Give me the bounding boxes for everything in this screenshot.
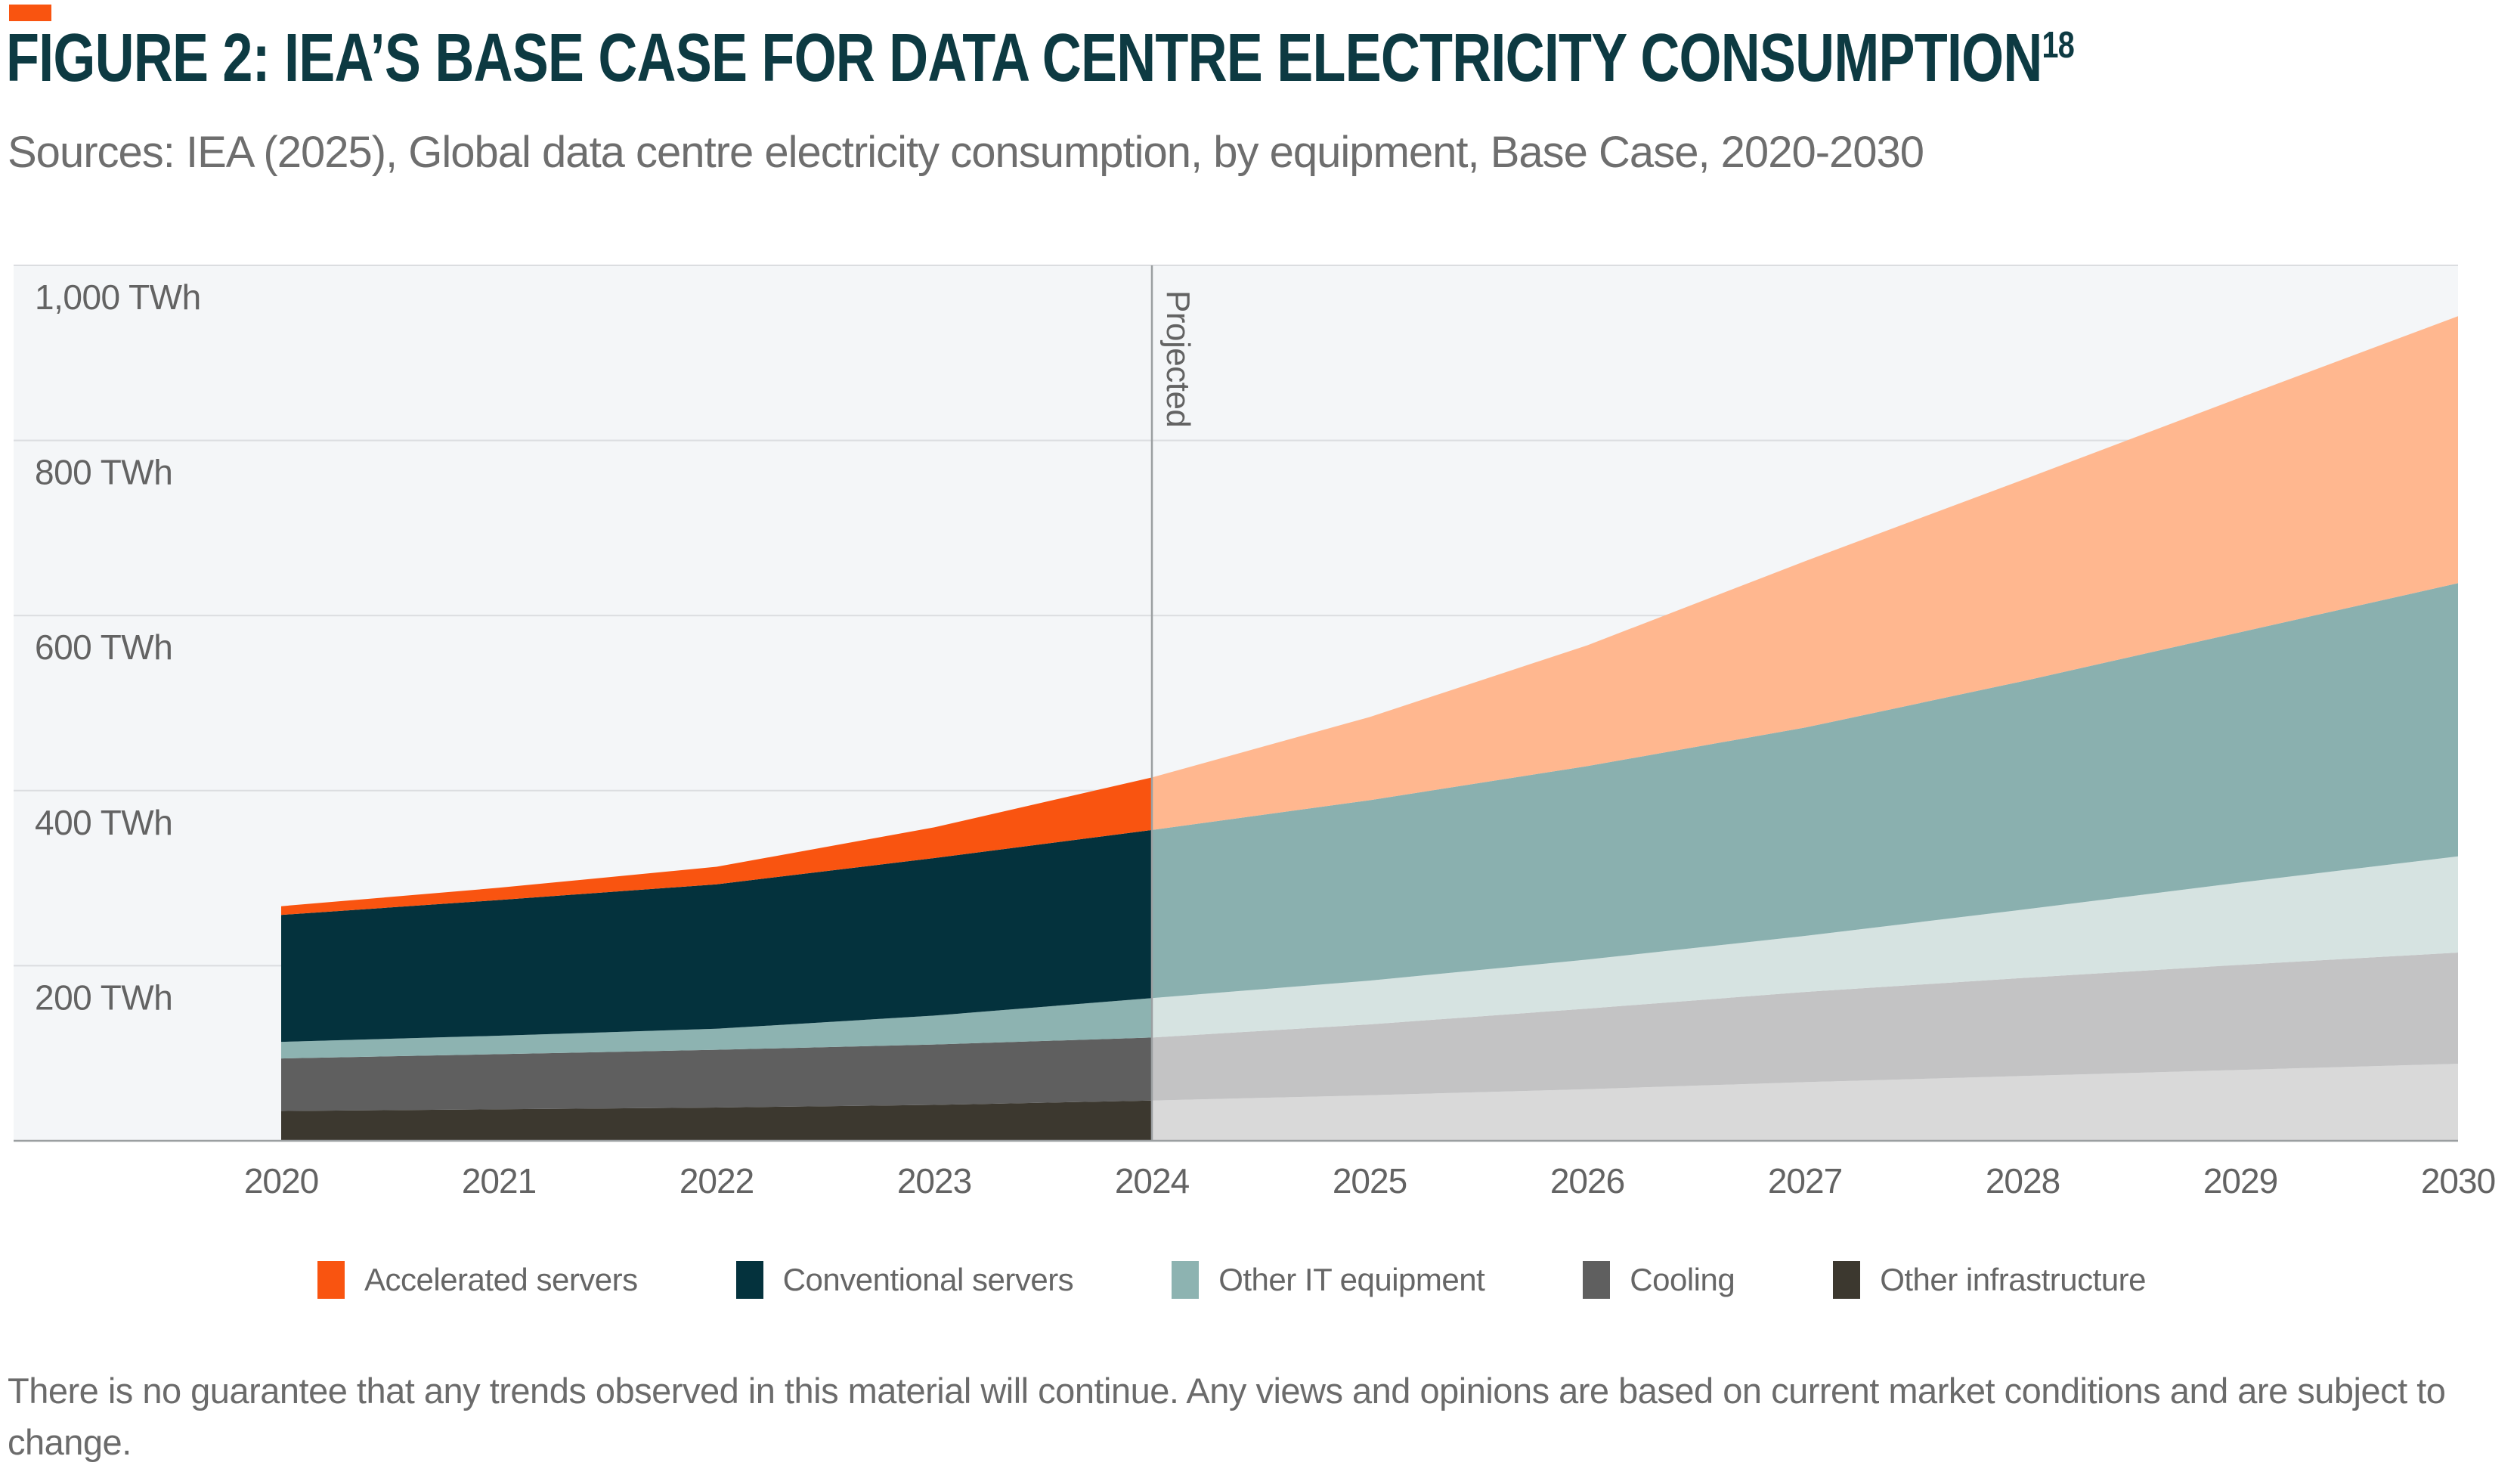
legend-item-cooling: Cooling — [1583, 1261, 1735, 1299]
legend-item-conventional-servers: Conventional servers — [735, 1261, 1074, 1299]
svg-text:1,000 TWh: 1,000 TWh — [35, 277, 201, 317]
figure-title: FIGURE 2: IEA’S BASE CASE FOR DATA CENTR… — [6, 20, 2075, 98]
svg-text:2025: 2025 — [1333, 1161, 1407, 1201]
accelerated-servers-swatch — [317, 1261, 345, 1299]
x-axis-labels: 2020 2021 2022 2023 2024 2025 2026 2027 2028 2029… — [244, 1161, 2496, 1201]
legend-item-other-infrastructure: Other infrastructure — [1833, 1261, 2147, 1299]
svg-text:2022: 2022 — [680, 1161, 754, 1201]
legend-label-conventional-servers: Conventional servers — [782, 1262, 1074, 1297]
area-historical-other-infrastructure — [281, 1100, 1152, 1141]
svg-text:2028: 2028 — [1986, 1161, 2060, 1201]
svg-text:2023: 2023 — [897, 1161, 971, 1201]
svg-text:200 TWh: 200 TWh — [35, 978, 172, 1017]
area-projected-cooling — [1152, 953, 2458, 1101]
footnote-reference: 18 — [2042, 24, 2075, 66]
conventional-servers-swatch — [735, 1261, 763, 1299]
projected-divider: Projected — [1150, 265, 1197, 1141]
area-projected-conventional-servers — [1152, 583, 2458, 999]
svg-text:2026: 2026 — [1550, 1161, 1624, 1201]
legend-item-other-it-equipment: Other IT equipment — [1172, 1261, 1485, 1299]
area-historical-accelerated-servers — [281, 777, 1152, 916]
figure-title-text: FIGURE 2: IEA’S BASE CASE FOR DATA CENTR… — [6, 20, 2042, 96]
svg-text:800 TWh: 800 TWh — [35, 453, 172, 492]
legend-item-accelerated-servers: Accelerated servers — [317, 1261, 638, 1299]
area-projected-other-it-equipment — [1152, 856, 2458, 1038]
disclaimer-text: There is no guarantee that any trends ob… — [8, 1371, 2446, 1463]
svg-text:Projected: Projected — [1159, 290, 1197, 427]
area-historical-other-it-equipment — [281, 998, 1152, 1059]
legend-label-other-infrastructure: Other infrastructure — [1880, 1262, 2147, 1297]
svg-text:600 TWh: 600 TWh — [35, 627, 172, 667]
legend-label-accelerated-servers: Accelerated servers — [364, 1262, 638, 1297]
brand-accent-mark — [9, 5, 51, 21]
other-infrastructure-swatch — [1833, 1261, 1861, 1299]
svg-text:400 TWh: 400 TWh — [35, 803, 172, 842]
area-projected-other-infrastructure — [1152, 1064, 2458, 1141]
legend-label-cooling: Cooling — [1630, 1262, 1735, 1297]
svg-text:2024: 2024 — [1115, 1161, 1190, 1201]
area-projected-accelerated-servers — [1152, 316, 2458, 830]
other-it-equipment-swatch — [1172, 1261, 1200, 1299]
source-line: Sources: IEA (2025), Global data centre … — [8, 128, 1924, 177]
area-series — [281, 316, 2458, 1141]
y-axis-labels: 1,000 TWh 800 TWh 600 TWh 400 TWh 200 TWh — [35, 277, 201, 1017]
svg-text:2021: 2021 — [462, 1161, 536, 1201]
svg-text:2030: 2030 — [2421, 1161, 2495, 1201]
area-historical-cooling — [281, 1037, 1152, 1111]
svg-text:2020: 2020 — [244, 1161, 318, 1201]
svg-text:2029: 2029 — [2203, 1161, 2277, 1201]
svg-text:2027: 2027 — [1768, 1161, 1842, 1201]
area-historical-conventional-servers — [281, 829, 1152, 1043]
legend-label-other-it-equipment: Other IT equipment — [1218, 1262, 1485, 1297]
cooling-swatch — [1583, 1261, 1611, 1299]
chart-legend: Accelerated servers Conventional servers… — [317, 1261, 2147, 1299]
